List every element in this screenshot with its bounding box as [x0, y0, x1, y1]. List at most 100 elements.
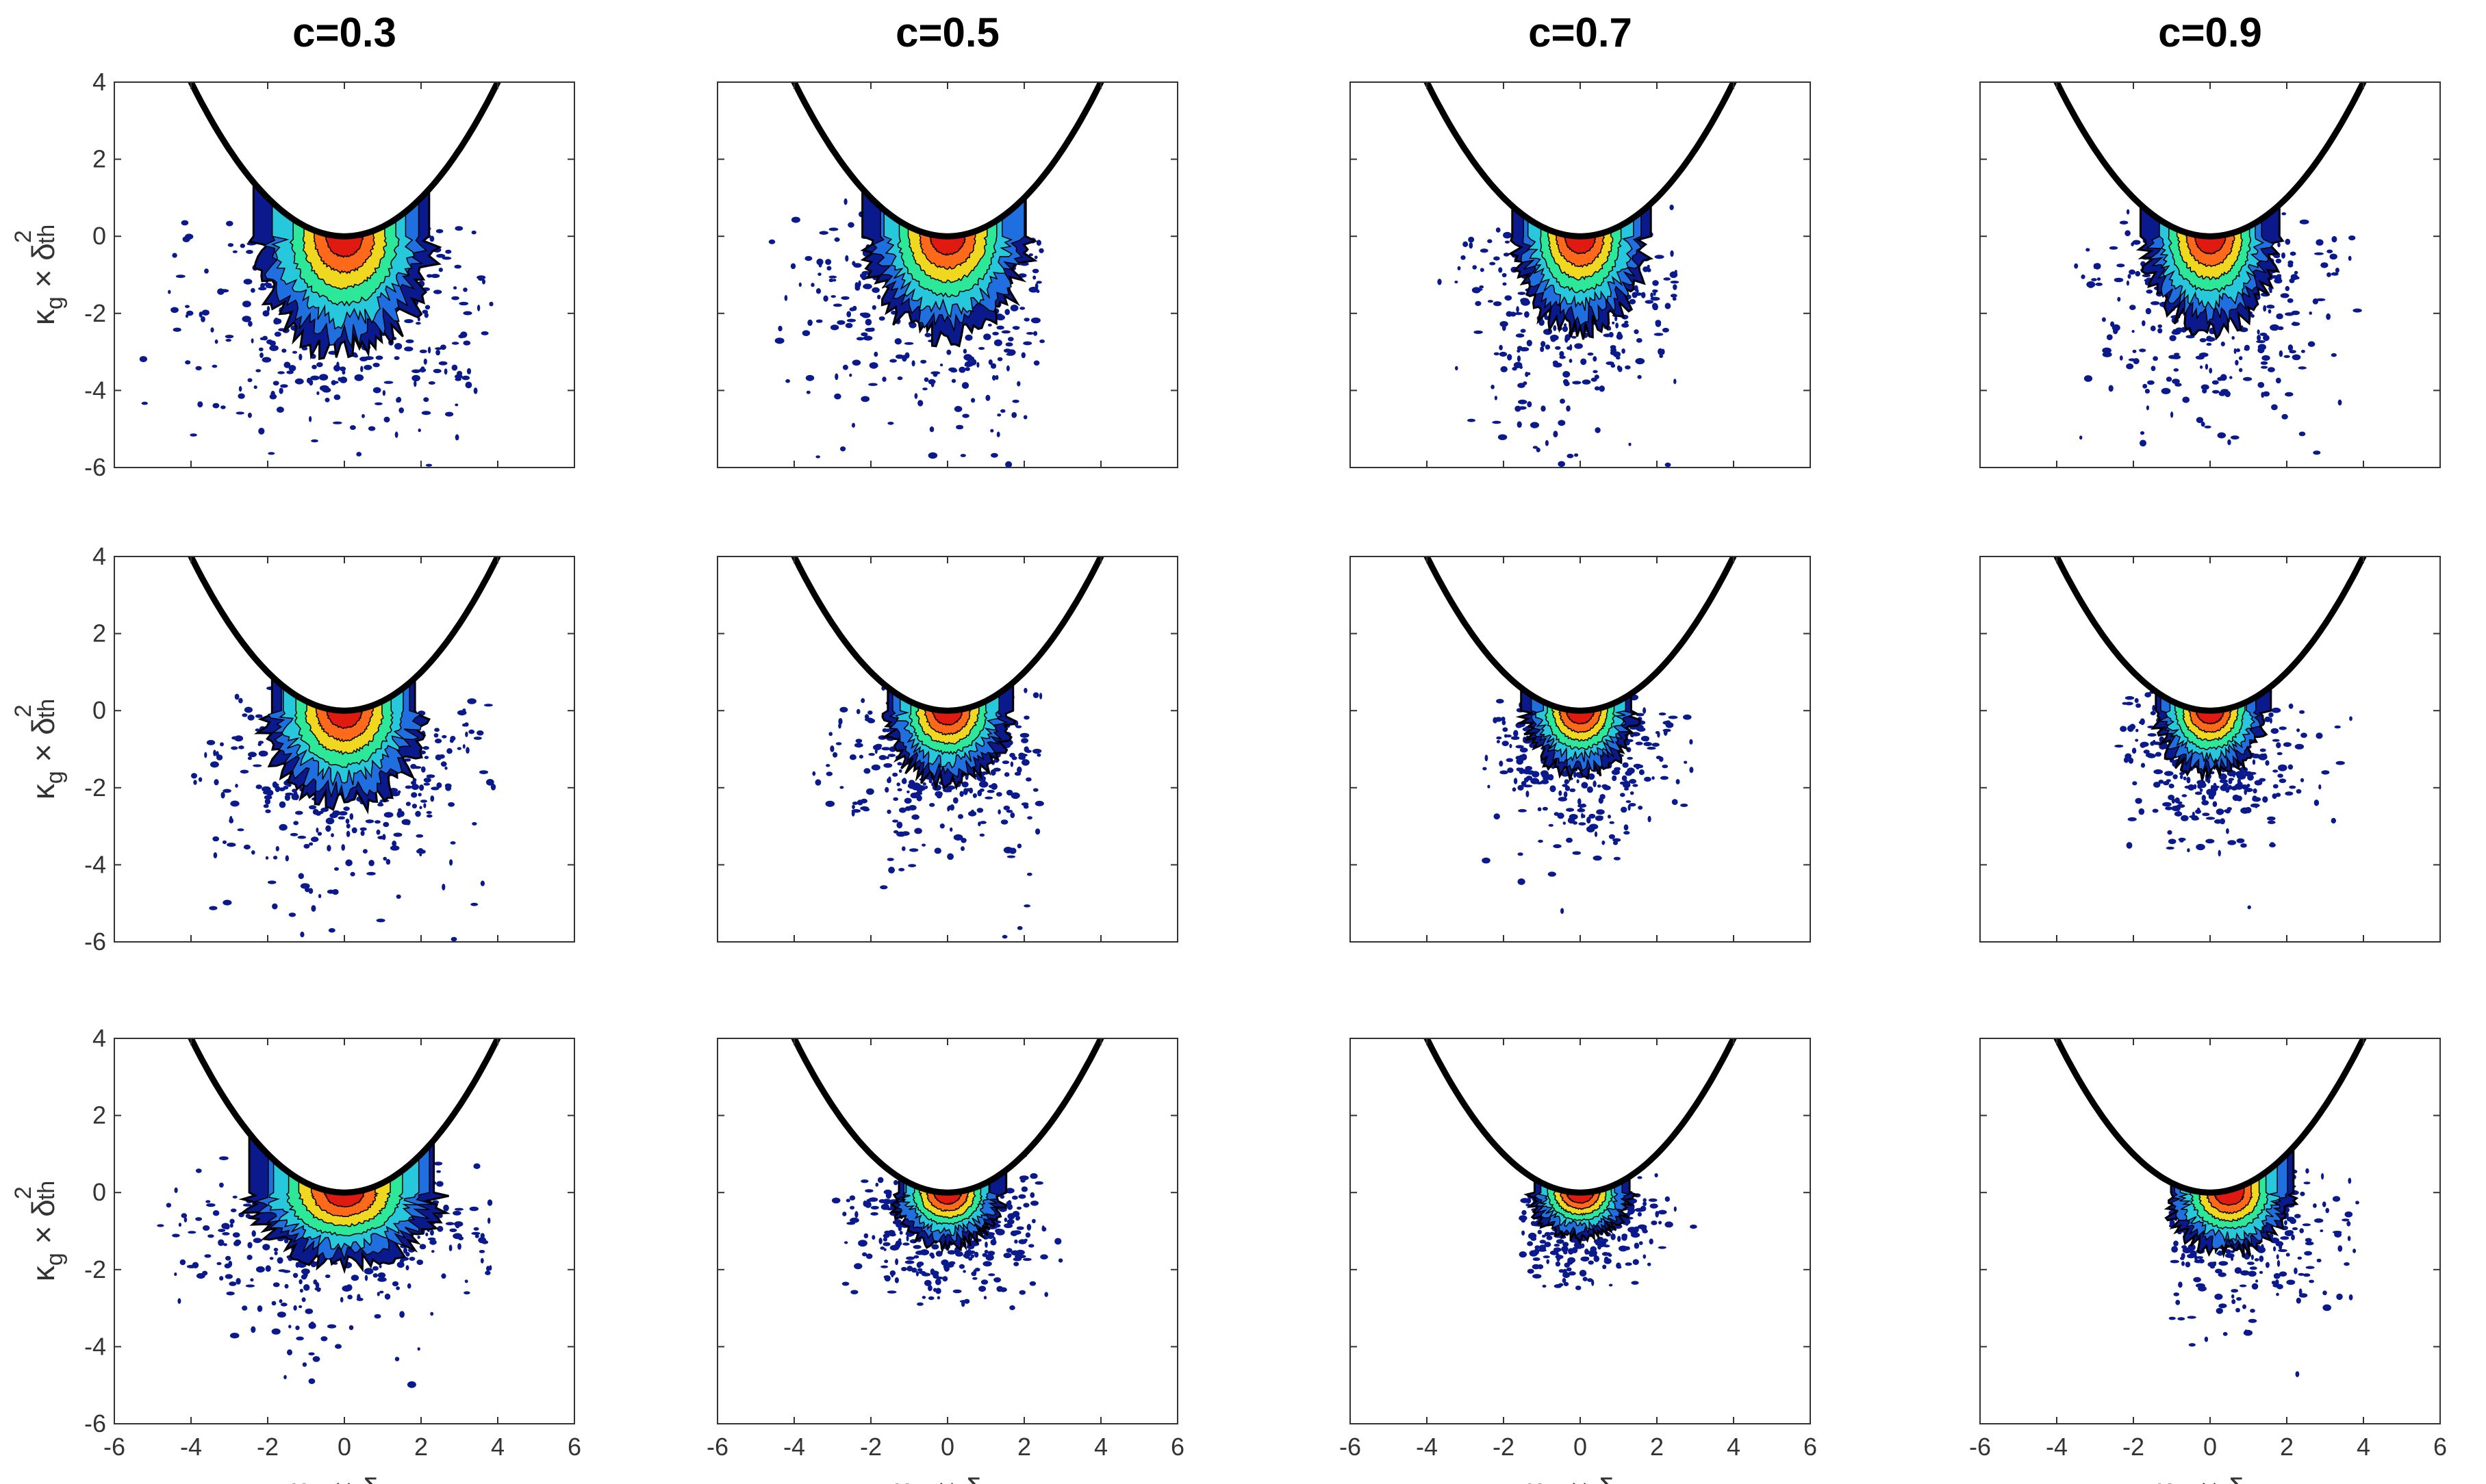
outlier-point [1549, 785, 1556, 793]
outlier-point [1540, 405, 1546, 412]
outlier-point [222, 1232, 230, 1236]
outlier-point [2142, 274, 2151, 278]
outlier-point [2087, 281, 2094, 289]
outlier-point [949, 786, 952, 793]
outlier-point [1599, 794, 1606, 799]
outlier-point [1012, 326, 1020, 330]
outlier-point [928, 379, 936, 385]
outlier-point [1653, 333, 1664, 336]
outlier-point [278, 1269, 287, 1272]
outlier-point [924, 333, 932, 337]
outlier-point [342, 370, 346, 375]
outlier-point [2205, 363, 2209, 370]
outlier-point [246, 250, 253, 254]
outlier-point [2257, 755, 2264, 759]
outlier-point [2217, 432, 2227, 439]
outlier-point [1596, 815, 1603, 819]
outlier-point [340, 366, 346, 372]
outlier-point [2144, 280, 2149, 284]
outlier-point [2172, 329, 2178, 335]
outlier-point [963, 788, 968, 795]
outlier-point [279, 387, 283, 394]
outlier-point [419, 1244, 427, 1250]
outlier-point [262, 1244, 270, 1251]
outlier-point [1662, 728, 1671, 732]
outlier-point [825, 800, 835, 807]
outlier-point [896, 831, 906, 837]
outlier-point [2262, 796, 2268, 803]
outlier-point [1593, 780, 1597, 788]
outlier-point [978, 780, 989, 788]
outlier-point [2114, 744, 2124, 748]
outlier-point [1502, 727, 1508, 732]
outlier-point [2179, 774, 2183, 780]
outlier-point [377, 1272, 386, 1279]
outlier-point [790, 263, 796, 270]
outlier-point [2159, 743, 2167, 750]
outlier-point [1480, 268, 1484, 272]
outlier-point [2096, 277, 2101, 281]
outlier-point [1018, 1255, 1026, 1259]
outlier-point [455, 377, 461, 381]
outlier-point [379, 1264, 382, 1268]
x-tick-label: -6 [103, 1433, 125, 1461]
outlier-point [2331, 353, 2337, 357]
outlier-point [2215, 1268, 2222, 1274]
outlier-point [170, 307, 179, 314]
outlier-point [996, 431, 1000, 437]
outlier-point [473, 737, 482, 740]
outlier-point [1506, 311, 1513, 317]
outlier-point [404, 319, 414, 324]
outlier-point [1652, 280, 1659, 286]
outlier-point [1012, 399, 1019, 403]
outlier-point [2186, 776, 2191, 784]
outlier-point [1023, 415, 1028, 420]
outlier-point [1587, 1278, 1593, 1282]
outlier-point [1616, 356, 1621, 360]
outlier-point [952, 1289, 962, 1294]
boundary-curve [790, 1038, 1105, 1196]
outlier-point [269, 345, 279, 351]
outlier-point [1546, 1235, 1553, 1240]
outlier-point [309, 379, 314, 386]
outlier-point [1532, 1264, 1540, 1270]
outlier-point [418, 793, 422, 797]
outlier-point [273, 856, 278, 860]
y-tick-label: 0 [92, 222, 106, 250]
outlier-point [1601, 840, 1605, 845]
outlier-point [2102, 347, 2111, 354]
outlier-point [459, 301, 469, 306]
outlier-point [229, 1281, 237, 1286]
outlier-point [329, 813, 338, 819]
outlier-point [319, 374, 329, 381]
outlier-point [279, 787, 286, 791]
outlier-point [990, 363, 997, 369]
outlier-point [438, 361, 448, 366]
outlier-point [227, 243, 234, 247]
x-tick-label: -6 [707, 1433, 728, 1461]
outlier-point [898, 769, 902, 773]
outlier-point [1625, 1262, 1632, 1266]
outlier-point [901, 1266, 907, 1272]
outlier-point [1010, 812, 1015, 819]
outlier-point [198, 777, 203, 782]
outlier-point [457, 747, 461, 750]
outlier-point [950, 827, 953, 832]
outlier-point [1007, 1200, 1012, 1205]
outlier-point [1506, 758, 1514, 763]
outlier-point [1567, 453, 1574, 459]
outlier-point [157, 1224, 164, 1227]
outlier-point [970, 809, 975, 815]
outlier-point [830, 295, 836, 298]
outlier-point [1516, 758, 1524, 765]
outlier-point [1000, 819, 1009, 825]
outlier-point [299, 1288, 303, 1293]
x-tick-label: -4 [783, 1433, 805, 1461]
outlier-point [1558, 790, 1562, 796]
outlier-point [1521, 754, 1527, 761]
outlier-point [399, 1311, 405, 1318]
outlier-point [1588, 773, 1595, 780]
outlier-point [440, 761, 447, 767]
outlier-point [224, 1225, 230, 1230]
